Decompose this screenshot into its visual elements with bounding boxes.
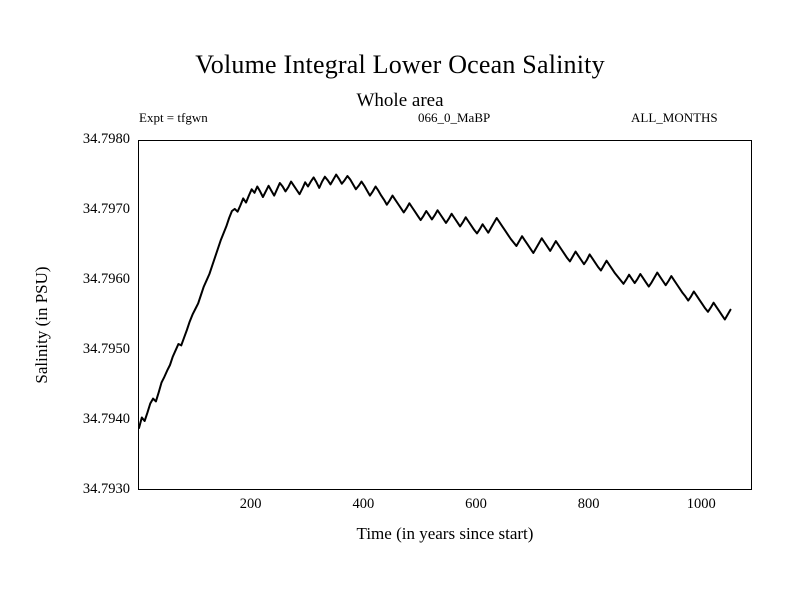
plot-area (138, 140, 752, 490)
page-title: Volume Integral Lower Ocean Salinity (195, 50, 605, 79)
x-axis-tick (139, 505, 140, 512)
y-axis-title: Salinity (in PSU) (32, 266, 51, 384)
x-axis-tick-top (139, 550, 140, 557)
x-axis-tick-label: 1000 (686, 496, 716, 512)
x-axis-tick (139, 543, 140, 550)
x-axis-tick (139, 491, 140, 498)
y-axis-tick-label: 34.7950 (82, 341, 130, 357)
y-axis-tick-label: 34.7940 (82, 411, 130, 427)
experiment-label: Expt = tfgwn (139, 110, 208, 125)
y-axis-tick-label: 34.7980 (82, 131, 130, 147)
x-axis-tick-label: 400 (352, 496, 375, 512)
x-axis-tick-label: 600 (465, 496, 487, 512)
y-axis-tick-label: 34.7930 (82, 481, 130, 497)
data-line-chart (139, 173, 732, 429)
x-axis-tick-top (139, 512, 140, 519)
x-axis-tick-label: 200 (239, 496, 262, 512)
y-axis-tick-label: 34.7970 (82, 201, 130, 217)
y-axis-tick-label: 34.7960 (82, 271, 130, 287)
x-axis-tick-top (139, 498, 140, 505)
subtitle: Whole area (356, 90, 444, 111)
timestamp-label: 066_0_MaBP (418, 110, 491, 125)
months-label: ALL_MONTHS (631, 110, 718, 125)
x-axis-title: Time (in years since start) (356, 524, 534, 543)
x-axis-tick-label: 800 (577, 496, 600, 512)
salinity-series-line (139, 173, 732, 429)
